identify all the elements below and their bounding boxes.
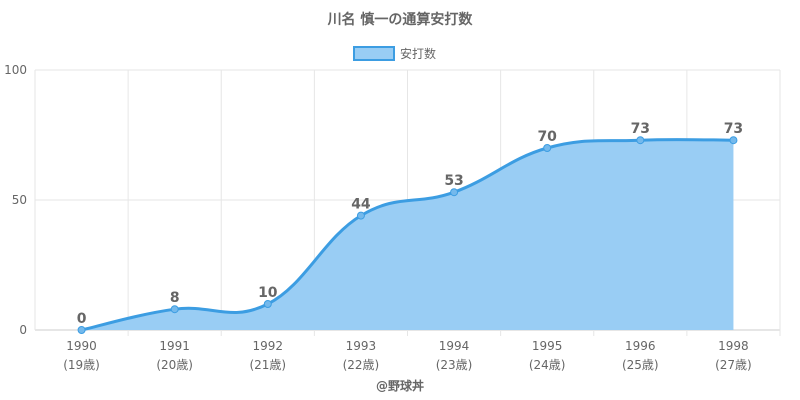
x-tick-label: 1992 (253, 339, 284, 353)
data-label: 8 (170, 290, 180, 306)
x-tick-age-label: (21歳) (249, 358, 286, 372)
data-point (356, 211, 365, 220)
data-label: 10 (258, 285, 278, 301)
x-tick-label: 1998 (718, 339, 749, 353)
legend-label: 安打数 (400, 46, 436, 61)
x-tick-label: 1990 (66, 339, 97, 353)
chart-title: 川名 慎一の通算安打数 (327, 11, 474, 28)
data-labels: 0 8 10 44 53 70 73 73 (77, 121, 743, 327)
data-point (543, 144, 552, 152)
data-label: 70 (537, 129, 557, 145)
x-tick-age-label: (27歳) (715, 358, 752, 372)
x-tick-age-label: (20歳) (156, 358, 193, 372)
x-tick-age-label: (19歳) (63, 358, 100, 372)
x-tick-label: 1994 (439, 339, 470, 353)
data-label: 53 (444, 173, 463, 189)
x-axis: 1990 (19歳) 1991 (20歳) 1992 (21歳) 1993 (22歳) 1994… (63, 339, 752, 372)
data-point (636, 136, 645, 145)
data-point (263, 300, 272, 308)
x-tick-age-label: (23歳) (436, 358, 473, 372)
y-axis: 0 50 100 (4, 63, 27, 337)
series-fill (81, 139, 734, 330)
data-label: 44 (351, 197, 371, 213)
legend-swatch (353, 46, 395, 61)
x-tick-label: 1993 (346, 339, 377, 353)
data-points (77, 136, 738, 334)
credit-text: @野球丼 (376, 378, 424, 393)
y-tick-label: 50 (12, 193, 27, 207)
data-label: 0 (77, 311, 87, 327)
x-tick-age-label: (22歳) (343, 358, 380, 372)
data-point (450, 188, 459, 197)
data-point (170, 305, 179, 314)
x-tick-label: 1996 (625, 339, 656, 353)
y-tick-label: 100 (4, 63, 27, 77)
data-label: 73 (724, 121, 743, 137)
data-label: 73 (631, 121, 650, 137)
x-tick-label: 1995 (532, 339, 563, 353)
series-line (81, 138, 734, 332)
data-point (729, 136, 738, 145)
x-tick-label: 1991 (159, 339, 190, 353)
y-tick-label: 0 (19, 323, 27, 337)
x-tick-age-label: (24歳) (529, 358, 566, 372)
data-point (77, 326, 86, 334)
series-area (81, 138, 734, 332)
x-tick-age-label: (25歳) (622, 358, 659, 372)
legend[interactable]: 安打数 (353, 46, 436, 61)
